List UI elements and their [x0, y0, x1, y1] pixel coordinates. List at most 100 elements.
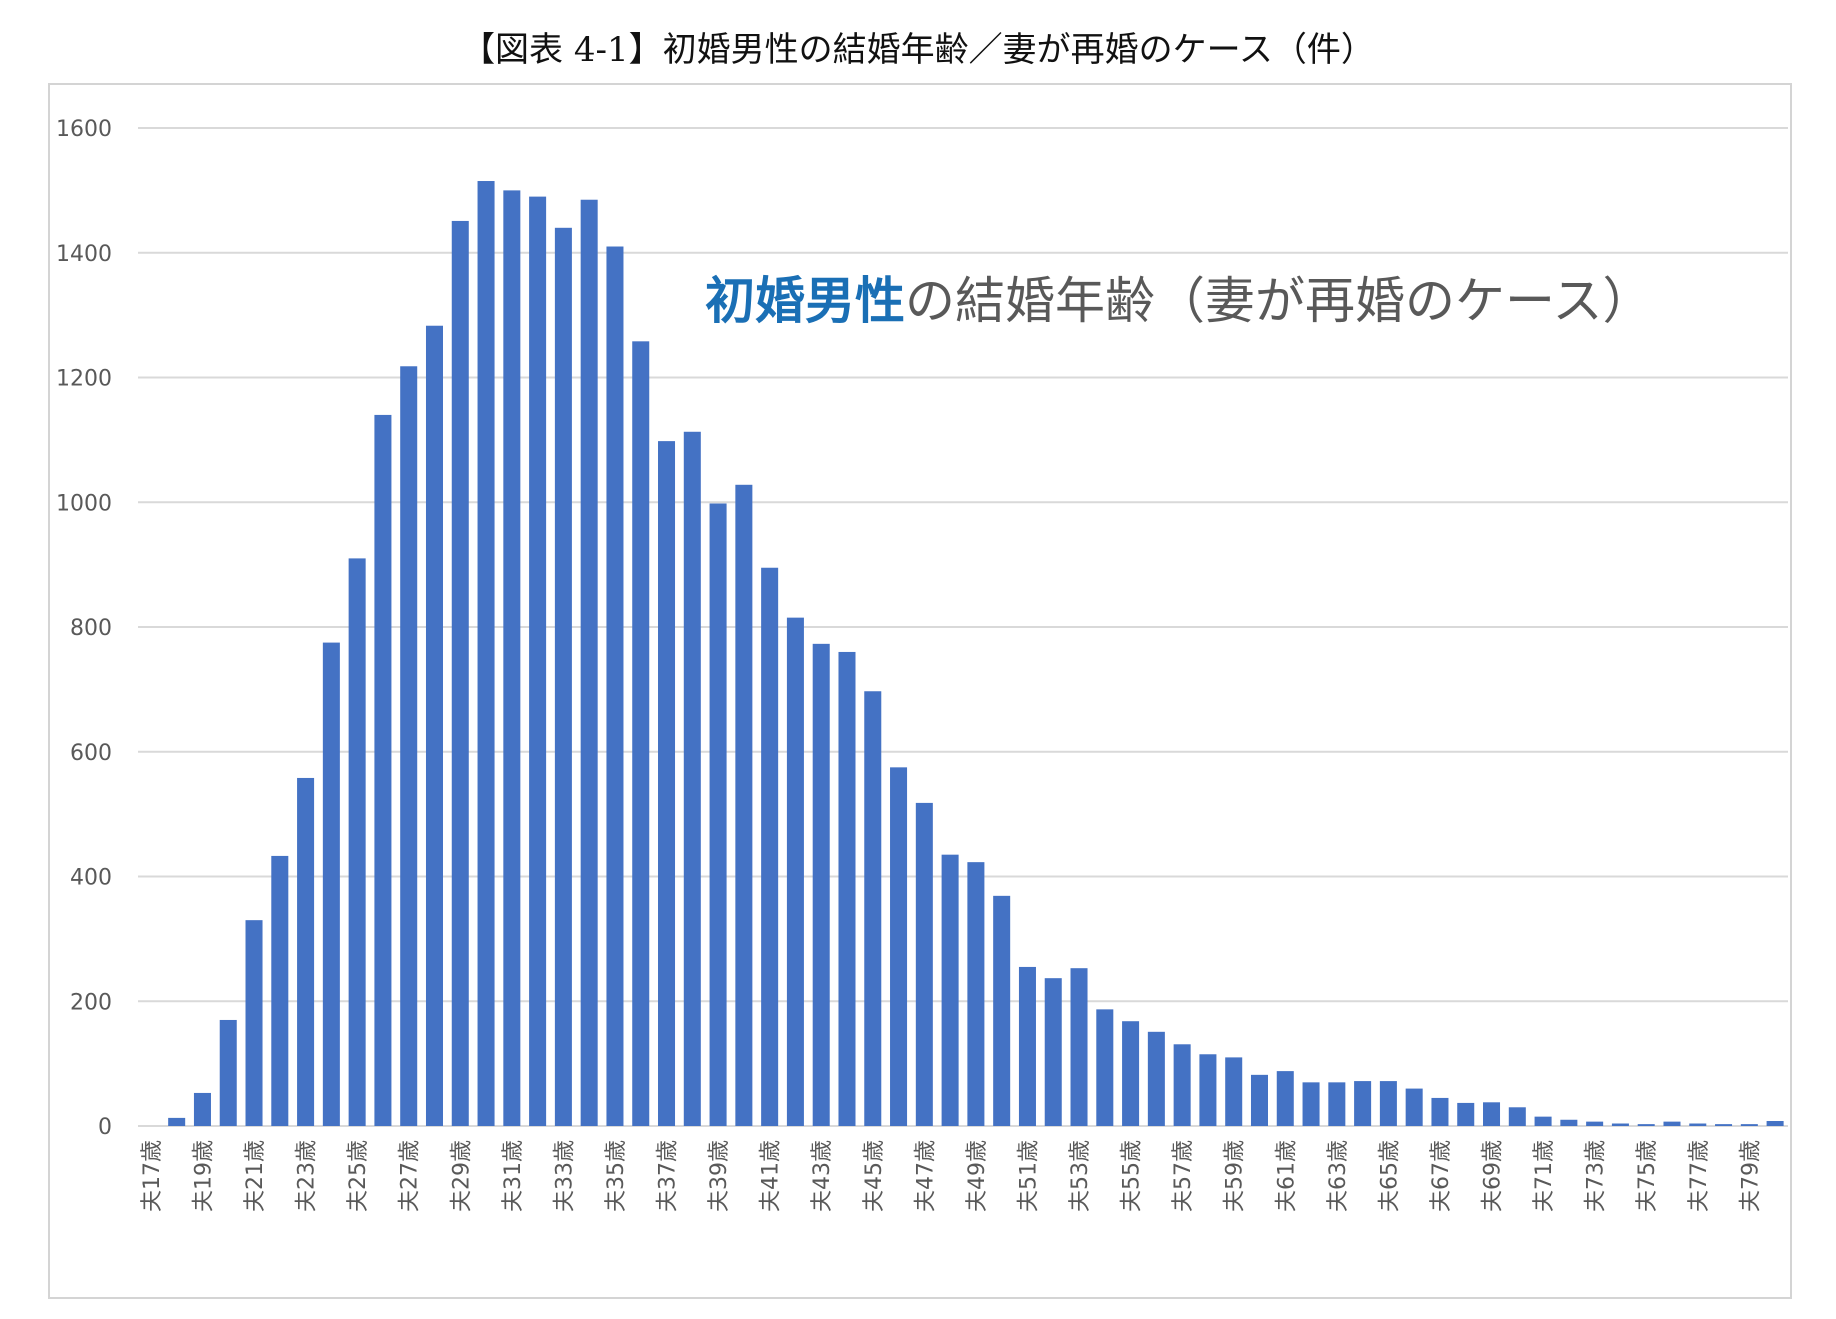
bar — [1663, 1121, 1681, 1126]
bar — [606, 246, 624, 1126]
bar — [503, 190, 521, 1127]
bar — [168, 1117, 186, 1126]
x-tick-label: 夫55歳 — [1120, 1140, 1145, 1212]
bar — [967, 862, 985, 1126]
bar — [1637, 1124, 1655, 1126]
chart-title: 初婚男性の結婚年齢（妻が再婚のケース） — [705, 272, 1653, 330]
bar — [1431, 1097, 1449, 1126]
y-tick-label: 1200 — [56, 367, 112, 392]
bar — [1199, 1054, 1217, 1126]
x-tick-label: 夫57歳 — [1171, 1140, 1196, 1212]
bar — [245, 920, 263, 1126]
bar — [864, 691, 882, 1126]
x-axis-labels: 夫17歳 夫19歳 夫21歳 夫23歳 夫25歳 夫27歳 夫29歳 夫31歳 夫33歳 夫35歳… — [140, 1140, 1763, 1212]
bar-chart: 0 200 400 600 800 1000 1200 1400 1600 夫17歳 夫19歳 夫2… — [56, 117, 1788, 1212]
bar — [786, 617, 804, 1126]
bar — [1740, 1124, 1758, 1126]
bar — [632, 341, 650, 1126]
x-tick-label: 夫37歳 — [656, 1140, 681, 1212]
y-axis-labels: 0 200 400 600 800 1000 1200 1400 1600 — [56, 117, 112, 1140]
bar — [1457, 1102, 1475, 1126]
bar — [580, 199, 598, 1127]
bar — [1070, 968, 1088, 1126]
bar — [348, 558, 366, 1126]
x-tick-label: 夫31歳 — [501, 1140, 526, 1212]
y-tick-label: 600 — [70, 741, 112, 766]
x-tick-label: 夫21歳 — [243, 1140, 268, 1212]
bar — [1715, 1124, 1733, 1126]
bar — [322, 642, 340, 1126]
figure-title: 【図表 4-1】初婚男性の結婚年齢／妻が再婚のケース（件） — [461, 30, 1375, 70]
bar — [1766, 1121, 1784, 1126]
bar — [1328, 1082, 1346, 1126]
bar — [219, 1019, 237, 1126]
x-tick-label: 夫69歳 — [1481, 1140, 1506, 1212]
y-tick-label: 200 — [70, 990, 112, 1015]
y-tick-label: 1400 — [56, 242, 112, 267]
bar — [890, 767, 908, 1126]
bar — [400, 366, 418, 1126]
bar — [425, 325, 443, 1126]
chart-title-highlight: 初婚男性 — [705, 272, 905, 330]
bar — [812, 643, 830, 1126]
bar — [451, 220, 469, 1126]
x-tick-label: 夫51歳 — [1016, 1140, 1041, 1212]
x-tick-label: 夫17歳 — [140, 1140, 165, 1212]
x-tick-label: 夫39歳 — [707, 1140, 732, 1212]
bar — [1354, 1081, 1372, 1126]
x-tick-label: 夫43歳 — [810, 1140, 835, 1212]
chart-title-rest: の結婚年齢（妻が再婚のケース） — [905, 272, 1653, 330]
bar — [1173, 1044, 1191, 1126]
bar — [374, 414, 392, 1126]
bar — [1483, 1102, 1501, 1126]
bar — [941, 854, 959, 1126]
bar — [1689, 1123, 1707, 1126]
x-tick-label: 夫45歳 — [862, 1140, 887, 1212]
x-tick-label: 夫23歳 — [295, 1140, 320, 1212]
y-tick-label: 1000 — [56, 491, 112, 516]
x-tick-label: 夫75歳 — [1635, 1140, 1660, 1212]
bar — [1405, 1088, 1423, 1126]
bar — [271, 855, 289, 1126]
x-tick-label: 夫35歳 — [604, 1140, 629, 1212]
bar — [477, 181, 495, 1126]
y-tick-label: 800 — [70, 616, 112, 641]
bar — [1044, 978, 1062, 1126]
chart-frame: 0 200 400 600 800 1000 1200 1400 1600 夫17歳 夫19歳 夫2… — [48, 83, 1792, 1299]
bar — [1250, 1074, 1268, 1126]
bar — [297, 777, 315, 1126]
bar — [1225, 1057, 1243, 1126]
bar — [709, 503, 727, 1126]
bar — [1096, 1009, 1114, 1126]
bar — [1302, 1082, 1320, 1126]
x-tick-label: 夫19歳 — [191, 1140, 216, 1212]
x-tick-label: 夫79歳 — [1738, 1140, 1763, 1212]
bar — [529, 196, 547, 1127]
x-tick-label: 夫71歳 — [1532, 1140, 1557, 1212]
y-tick-label: 400 — [70, 866, 112, 891]
x-tick-label: 夫29歳 — [449, 1140, 474, 1212]
bar — [735, 484, 753, 1126]
x-tick-label: 夫65歳 — [1377, 1140, 1402, 1212]
x-tick-label: 夫61歳 — [1274, 1140, 1299, 1212]
bar — [1586, 1121, 1604, 1126]
y-tick-label: 1600 — [56, 117, 112, 142]
x-tick-label: 夫41歳 — [759, 1140, 784, 1212]
bar — [915, 802, 933, 1126]
x-tick-label: 夫63歳 — [1326, 1140, 1351, 1212]
bar — [1611, 1123, 1629, 1126]
bar — [838, 651, 856, 1126]
x-tick-label: 夫27歳 — [398, 1140, 423, 1212]
bar — [1508, 1107, 1526, 1126]
bar — [658, 441, 676, 1126]
bars — [168, 181, 1784, 1127]
x-tick-label: 夫49歳 — [965, 1140, 990, 1212]
x-tick-label: 夫73歳 — [1584, 1140, 1609, 1212]
x-tick-label: 夫25歳 — [346, 1140, 371, 1212]
x-tick-label: 夫67歳 — [1429, 1140, 1454, 1212]
y-tick-label: 0 — [98, 1115, 112, 1140]
bar — [554, 227, 572, 1127]
x-tick-label: 夫53歳 — [1068, 1140, 1093, 1212]
x-tick-label: 夫77歳 — [1687, 1140, 1712, 1212]
bar — [1560, 1119, 1578, 1126]
